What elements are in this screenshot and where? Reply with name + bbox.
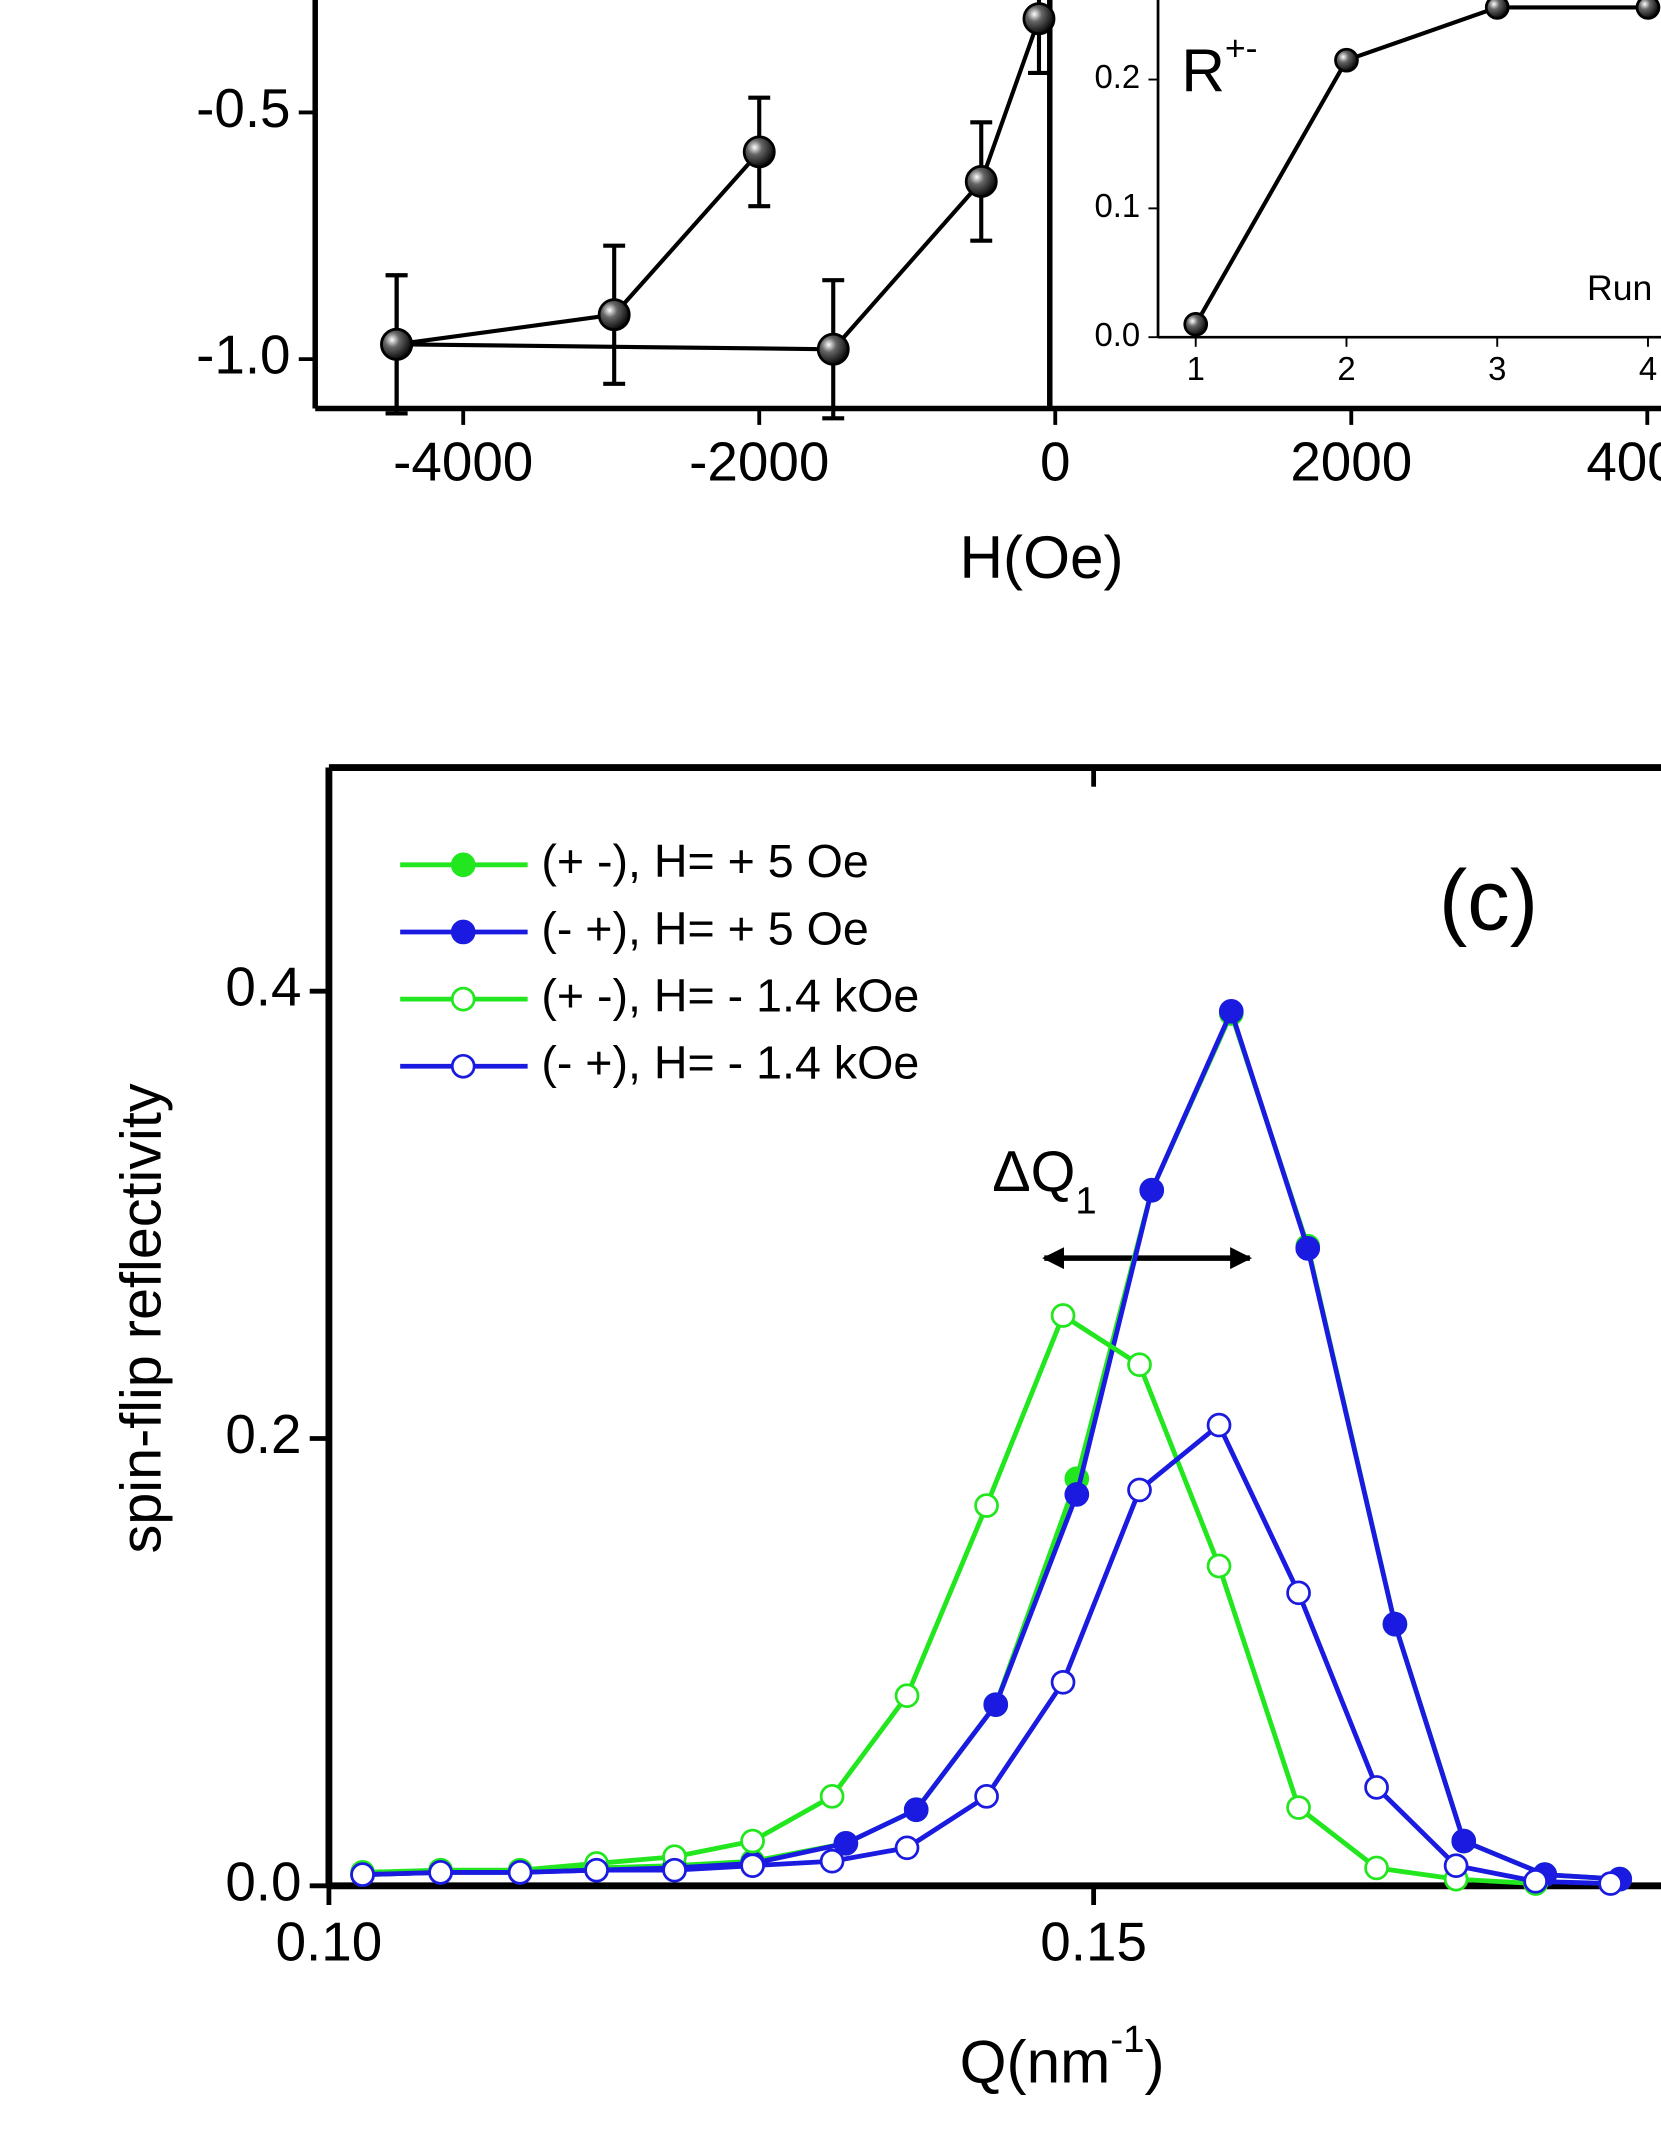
x-tick-label: -4000	[393, 430, 533, 492]
y-tick-label: 0.0	[225, 1850, 301, 1912]
series-line	[396, 18, 1041, 352]
marker	[740, 1853, 765, 1879]
y-tick-label: 0.2	[1095, 58, 1141, 95]
inset-label: R+-	[1181, 28, 1257, 104]
x-tick-label: 0.10	[276, 1911, 383, 1973]
marker	[428, 1860, 453, 1885]
marker	[1364, 1775, 1389, 1800]
annotation: ΔQ1	[992, 1140, 1097, 1222]
x-tick-label: 4	[1639, 350, 1657, 387]
marker	[894, 1835, 920, 1861]
legend-marker	[450, 919, 476, 945]
legend-marker	[450, 986, 476, 1012]
x-label-end: )	[1144, 2028, 1164, 2096]
inset-label-main: R	[1181, 36, 1225, 104]
x-label-main: Q(nm	[960, 2028, 1111, 2096]
marker	[833, 1830, 859, 1856]
marker	[350, 1862, 375, 1887]
marker	[1443, 1853, 1469, 1879]
marker	[819, 1784, 845, 1809]
marker	[380, 327, 414, 361]
x-tick-label: 0.15	[1040, 1911, 1147, 1973]
marker	[1050, 1669, 1076, 1695]
marker	[1050, 1303, 1076, 1328]
marker	[1382, 1611, 1408, 1637]
marker	[1295, 1236, 1321, 1261]
inset-label-sup: +-	[1225, 28, 1258, 68]
y-tick-label: -0.5	[196, 77, 290, 139]
x-tick-label: 0	[1040, 430, 1070, 492]
marker	[1484, 0, 1510, 20]
series-line	[362, 1004, 1620, 1882]
legend-label: (- +), H= + 5 Oe	[541, 902, 868, 954]
marker	[816, 332, 850, 366]
y-tick-label: -1.0	[196, 324, 290, 386]
series-line	[1193, 5, 1648, 326]
x-axis-label: Q(nm-1)	[960, 2018, 1165, 2095]
y-tick-label: 0.2	[225, 1403, 301, 1465]
series-line	[362, 1006, 1620, 1882]
marker	[1127, 1352, 1152, 1378]
marker	[1127, 1477, 1152, 1503]
x-label-sup: -1	[1110, 2018, 1144, 2061]
marker	[903, 1797, 929, 1823]
marker	[1139, 1177, 1165, 1203]
series-line	[362, 1311, 1536, 1886]
marker	[1022, 2, 1056, 36]
x-tick-label: 2	[1337, 350, 1355, 387]
marker	[584, 1857, 609, 1883]
annotation-sub: 1	[1075, 1179, 1096, 1222]
marker	[1635, 0, 1661, 20]
y-tick-label: 0.0	[1095, 316, 1141, 353]
marker	[1183, 311, 1209, 337]
y-tick-label: 0.1	[1095, 187, 1141, 224]
marker	[1451, 1828, 1477, 1854]
marker	[1334, 47, 1359, 73]
marker	[819, 1848, 845, 1874]
marker	[507, 1860, 533, 1885]
marker	[983, 1692, 1009, 1717]
x-tick-label: 2000	[1290, 430, 1412, 492]
marker	[1364, 1855, 1389, 1881]
legend-label: (- +), H= - 1.4 kOe	[541, 1037, 919, 1089]
marker	[964, 165, 998, 198]
legend-label: (+ -), H= - 1.4 kOe	[541, 969, 919, 1021]
marker	[974, 1493, 999, 1518]
marker	[742, 135, 776, 169]
marker	[1064, 1482, 1090, 1507]
y-axis-label: spin-flip reflectivity	[109, 1083, 173, 1553]
marker	[1286, 1580, 1311, 1606]
marker	[1218, 998, 1244, 1024]
legend-marker	[450, 852, 476, 878]
y-tick-label: 0.4	[225, 956, 301, 1018]
x-tick-label: 3	[1488, 350, 1506, 387]
legend-label: (+ -), H= + 5 Oe	[541, 835, 868, 887]
marker	[1523, 1869, 1548, 1894]
marker	[1598, 1871, 1623, 1896]
marker	[1286, 1795, 1311, 1820]
inset-x-label: Run	[1587, 268, 1652, 308]
marker	[1206, 1412, 1232, 1438]
marker	[1206, 1553, 1232, 1579]
marker	[662, 1857, 687, 1883]
marker	[740, 1828, 765, 1854]
marker	[597, 298, 631, 332]
legend-marker	[450, 1053, 476, 1079]
marker	[894, 1683, 920, 1709]
annotation-main: ΔQ	[992, 1140, 1075, 1204]
x-tick-label: -2000	[689, 430, 829, 492]
series-line	[396, 150, 761, 347]
x-tick-label: 1	[1187, 350, 1205, 387]
marker	[974, 1784, 999, 1809]
panel-label: (c)	[1439, 854, 1538, 949]
x-tick-label: 4000	[1586, 430, 1661, 492]
x-axis-label: H(Oe)	[959, 523, 1123, 591]
